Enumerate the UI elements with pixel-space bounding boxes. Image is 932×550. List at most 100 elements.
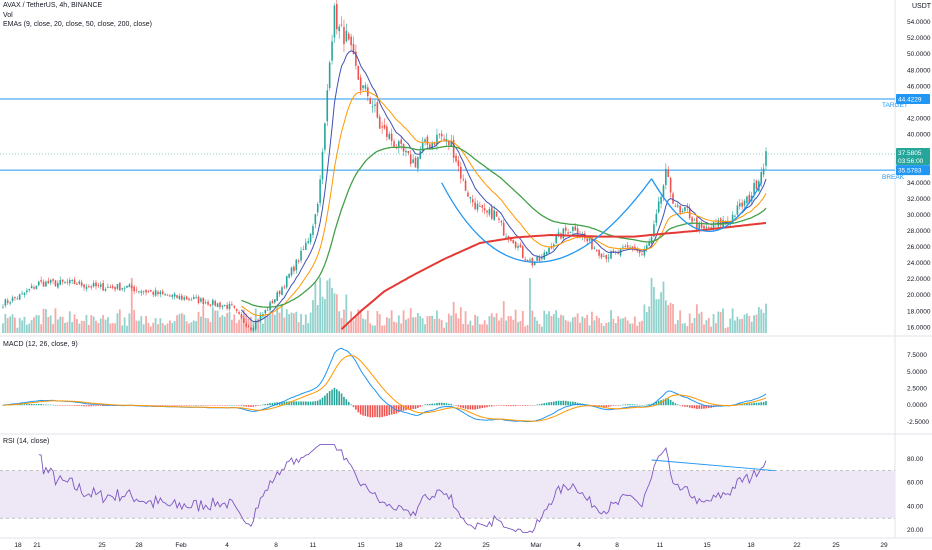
- macd-histogram-bar: [154, 405, 157, 406]
- volume-bar: [359, 310, 362, 333]
- volume-bar: [269, 313, 271, 333]
- volume-bar: [140, 316, 143, 333]
- volume-indicator-label[interactable]: Vol: [3, 12, 13, 19]
- candle-body: [557, 232, 560, 236]
- macd-histogram-bar: [185, 405, 188, 406]
- volume-bar: [562, 315, 565, 333]
- candle-body: [600, 253, 603, 258]
- volume-bar: [438, 318, 441, 333]
- candle-body: [371, 106, 374, 108]
- candle-body: [204, 302, 207, 304]
- volume-bar: [631, 323, 634, 333]
- macd-histogram-bar: [297, 401, 300, 406]
- volume-bar: [622, 318, 624, 333]
- macd-histogram-bar: [78, 405, 81, 406]
- candle-body: [550, 246, 553, 249]
- candle-body: [486, 210, 488, 213]
- macd-histogram-bar: [364, 405, 367, 417]
- volume-bar: [352, 320, 355, 333]
- volume-bar: [87, 324, 90, 333]
- candle-body: [648, 241, 650, 246]
- volume-bar: [583, 318, 586, 333]
- macd-histogram-bar: [40, 404, 42, 406]
- volume-bar: [676, 320, 679, 333]
- macd-histogram-bar: [603, 405, 605, 407]
- volume-bar: [536, 320, 538, 333]
- macd-histogram-bar: [700, 405, 703, 409]
- candle-body: [681, 210, 684, 212]
- macd-histogram-bar: [755, 402, 758, 406]
- macd-indicator-label[interactable]: MACD (12, 26, close, 9): [3, 341, 78, 348]
- volume-bar: [567, 321, 569, 333]
- volume-bar: [307, 323, 310, 333]
- candle-body: [388, 133, 391, 139]
- volume-bar: [459, 307, 462, 333]
- candle-body: [130, 285, 133, 289]
- volume-bar: [509, 316, 512, 333]
- candle-body: [762, 168, 765, 175]
- volume-bar: [18, 317, 21, 333]
- volume-bar: [340, 318, 343, 333]
- volume-bar: [104, 319, 107, 333]
- candle-body: [42, 281, 45, 287]
- candle-body: [424, 139, 426, 143]
- candle-body: [150, 289, 152, 292]
- macd-histogram-bar: [95, 405, 97, 407]
- candle-body: [655, 213, 658, 224]
- candle-body: [433, 142, 436, 145]
- candle-body: [157, 291, 159, 295]
- candle-body: [181, 295, 183, 300]
- ema-indicator-label[interactable]: EMAs (9, close, 20, close, 50, close, 20…: [3, 21, 153, 28]
- candle-body: [135, 289, 138, 291]
- macd-histogram-bar: [383, 405, 386, 417]
- rsi-band: [0, 470, 895, 519]
- volume-bar: [662, 281, 665, 333]
- candle-body: [219, 302, 221, 308]
- macd-histogram-bar: [471, 405, 474, 410]
- candle-body: [57, 283, 59, 288]
- volume-bar: [16, 327, 19, 333]
- volume-bar: [495, 313, 498, 333]
- candle-body: [452, 139, 455, 158]
- candle-body: [88, 286, 90, 287]
- time-tick: 18: [395, 542, 403, 549]
- candle-body: [200, 298, 202, 302]
- macd-histogram-bar: [324, 395, 326, 406]
- macd-histogram-bar: [240, 405, 243, 406]
- price-tick: 48.0000: [907, 67, 931, 74]
- macd-histogram-bar: [684, 405, 686, 407]
- candle-body: [90, 286, 93, 288]
- candle-body: [555, 235, 557, 244]
- candle-body: [195, 297, 197, 298]
- macd-histogram-bar: [250, 405, 252, 407]
- macd-histogram-bar: [247, 405, 250, 407]
- volume-bar: [49, 315, 52, 333]
- price-tick: 22.0000: [907, 276, 931, 283]
- macd-histogram-bar: [462, 405, 464, 409]
- macd-histogram-bar: [500, 405, 503, 406]
- volume-bar: [447, 313, 450, 333]
- macd-histogram-bar: [21, 404, 23, 406]
- volume-bar: [512, 319, 515, 333]
- candle-body: [524, 259, 526, 261]
- volume-bar: [753, 315, 755, 333]
- candle-body: [331, 41, 333, 61]
- time-tick: 4: [577, 542, 581, 549]
- candle-body: [26, 290, 28, 293]
- candle-body: [603, 255, 605, 257]
- volume-bar: [638, 321, 641, 333]
- volume-bar: [42, 308, 45, 333]
- volume-bar: [250, 316, 252, 333]
- macd-histogram-bar: [200, 405, 202, 406]
- macd-histogram-bar: [47, 404, 50, 406]
- volume-bar: [748, 315, 751, 333]
- macd-histogram-bar: [68, 405, 71, 406]
- candle-body: [80, 282, 83, 286]
- volume-bar: [314, 282, 317, 333]
- rsi-indicator-label[interactable]: RSI (14, close): [3, 438, 50, 445]
- last-price-pill: [896, 147, 930, 165]
- macd-histogram-bar: [390, 405, 393, 415]
- macd-histogram-bar: [2, 405, 4, 406]
- candle-body: [650, 236, 653, 244]
